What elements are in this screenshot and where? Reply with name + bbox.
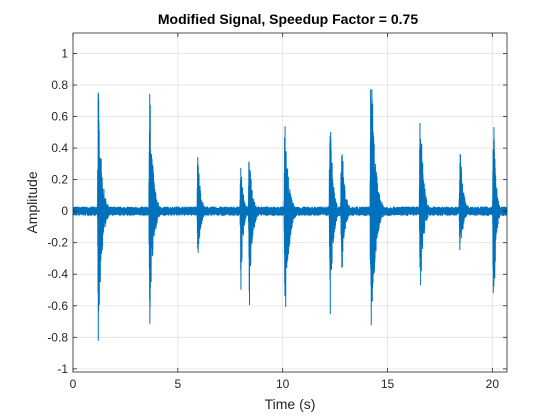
x-tick-label: 0 <box>70 377 77 391</box>
axis-ticks: 0 5 10 15 20 -1 -0.8 -0.6 -0.4 -0.2 0 0.2 0.4 0.6 0.8 1 <box>47 33 507 391</box>
x-tick-label: 15 <box>381 377 395 391</box>
y-tick-label: -1 <box>57 362 68 376</box>
y-tick-label: -0.4 <box>47 267 68 281</box>
x-tick-label: 5 <box>174 377 181 391</box>
x-axis-label: Time (s) <box>265 396 316 412</box>
chart-title: Modified Signal, Speedup Factor = 0.75 <box>158 11 418 27</box>
y-tick-label: -0.6 <box>47 299 68 313</box>
y-tick-label: 0.4 <box>51 141 68 155</box>
x-tick-label: 20 <box>486 377 500 391</box>
y-tick-label: 0 <box>61 204 68 218</box>
y-tick-label: 0.2 <box>51 173 68 187</box>
y-axis-label: Amplitude <box>24 171 40 233</box>
y-tick-label: 0.6 <box>51 110 68 124</box>
signal-waveform-line <box>73 89 507 341</box>
y-tick-label: 1 <box>61 46 68 60</box>
y-tick-label: 0.8 <box>51 78 68 92</box>
axes-box <box>72 32 508 373</box>
x-tick-label: 10 <box>276 377 290 391</box>
y-tick-label: -0.8 <box>47 330 68 344</box>
y-tick-label: -0.2 <box>47 236 68 250</box>
